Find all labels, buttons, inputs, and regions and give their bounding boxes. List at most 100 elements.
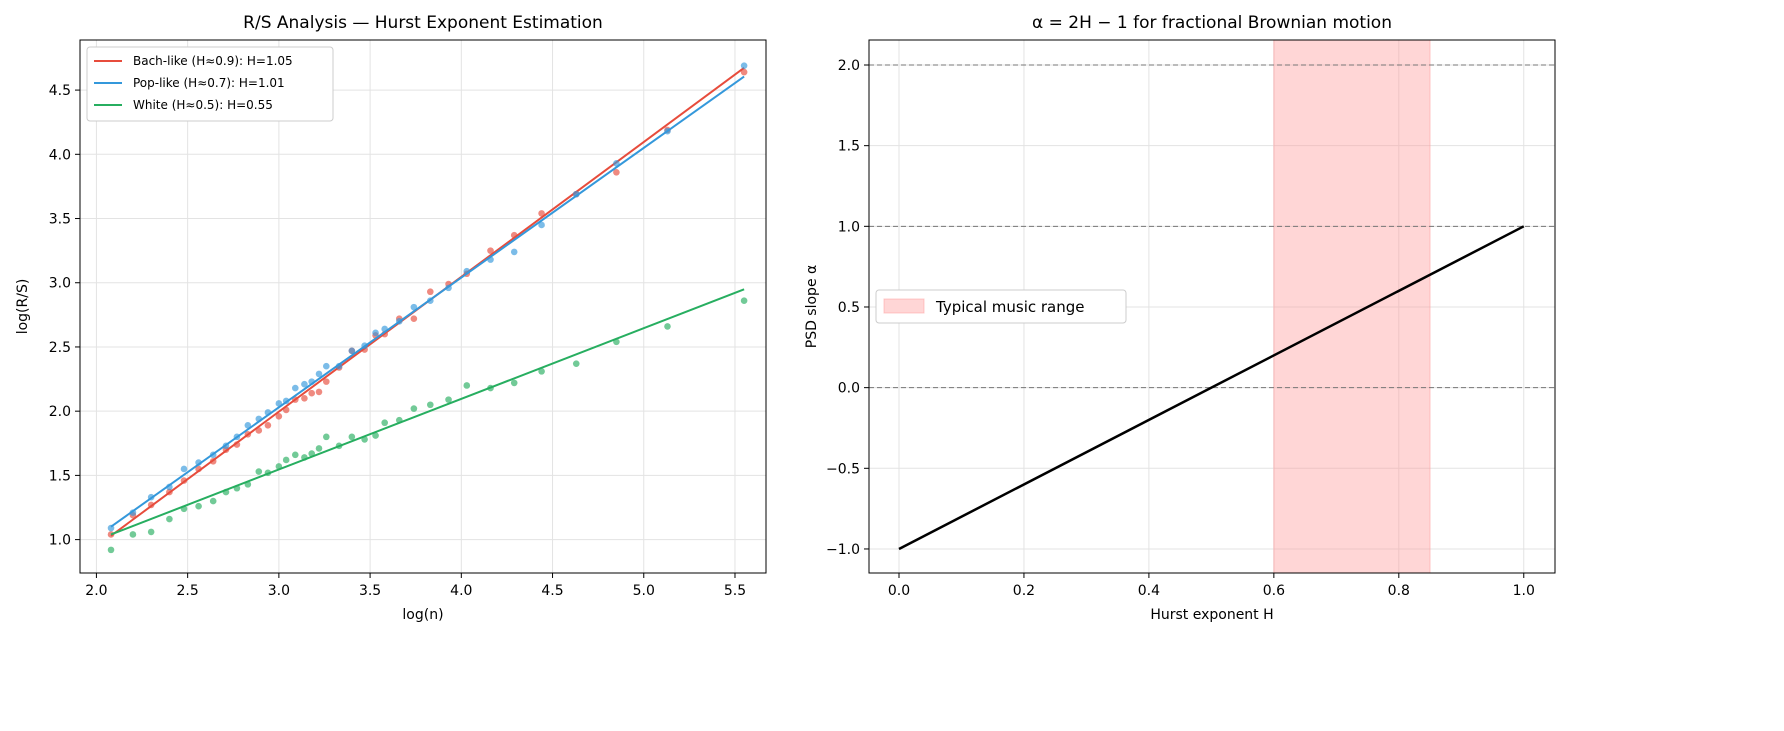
data-point xyxy=(244,430,252,438)
data-point xyxy=(381,325,388,333)
data-point xyxy=(361,342,368,349)
data-point xyxy=(255,427,263,434)
data-point xyxy=(426,401,434,409)
data-point xyxy=(487,256,494,263)
y-axis-label: log(R/S) xyxy=(15,279,31,335)
data-point xyxy=(463,382,471,389)
data-point xyxy=(222,442,230,450)
data-point xyxy=(301,380,308,388)
x-tick-label: 4.0 xyxy=(450,583,472,599)
y-tick-label: 1.0 xyxy=(838,219,860,235)
x-tick-label: 0.8 xyxy=(1388,583,1410,599)
y-tick-label: 3.5 xyxy=(49,212,71,228)
data-point xyxy=(572,360,580,367)
data-point xyxy=(361,436,368,443)
data-point xyxy=(740,62,748,69)
data-point xyxy=(308,378,316,385)
data-point xyxy=(107,524,115,532)
x-tick-label: 0.0 xyxy=(888,583,910,599)
data-point xyxy=(264,469,272,477)
data-point xyxy=(308,389,316,397)
data-point xyxy=(572,190,580,198)
data-point xyxy=(315,388,323,396)
data-point xyxy=(348,433,356,441)
y-axis-label: PSD slope α xyxy=(804,265,820,349)
data-point xyxy=(107,546,115,554)
y-tick-label: 2.0 xyxy=(838,58,860,74)
data-point xyxy=(264,422,272,429)
data-point xyxy=(445,396,452,403)
data-point xyxy=(275,400,283,407)
data-point xyxy=(222,488,230,496)
data-point xyxy=(395,416,403,424)
data-point xyxy=(315,370,323,378)
plot-0: 2.0 2.5 3.0 3.5 4.0 4.5 5.0 5.5 1.0 1.5 2.0 2.5 3.0 3… xyxy=(15,13,767,623)
y-tick-label: 1.5 xyxy=(49,468,71,484)
data-point xyxy=(209,457,217,465)
y-tick-label: 3.0 xyxy=(49,276,71,292)
data-point xyxy=(613,168,620,176)
data-point xyxy=(233,484,241,492)
data-point xyxy=(147,528,155,536)
x-tick-label: 3.0 xyxy=(268,583,290,599)
x-tick-label: 0.4 xyxy=(1138,583,1160,599)
data-point xyxy=(315,445,323,452)
chart-title: α = 2H − 1 for fractional Brownian motio… xyxy=(1032,13,1392,33)
data-point xyxy=(487,247,494,254)
data-point xyxy=(275,463,283,470)
data-point xyxy=(255,415,263,423)
data-point xyxy=(335,442,343,450)
legend-label: Typical music range xyxy=(935,298,1085,316)
legend-label: Pop-like (H≈0.7): H=1.01 xyxy=(133,76,285,90)
data-point xyxy=(740,297,748,305)
x-tick-label: 5.0 xyxy=(633,583,655,599)
y-tick-label: 2.5 xyxy=(49,340,71,356)
data-point xyxy=(166,488,173,496)
data-point xyxy=(195,502,202,510)
chart-title: R/S Analysis — Hurst Exponent Estimation xyxy=(243,13,603,33)
data-point xyxy=(381,419,388,427)
fit-line-2 xyxy=(110,288,745,536)
data-point xyxy=(180,465,188,473)
data-point xyxy=(348,347,356,355)
y-tick-label: 0.5 xyxy=(838,300,860,316)
data-point xyxy=(244,422,252,429)
data-point xyxy=(166,515,173,523)
data-point xyxy=(233,441,241,448)
plot-1: 0.0 0.2 0.4 0.6 0.8 1.0 −1.0 −0.5 0.0 0.5 1.0 1.5 2.… xyxy=(804,13,1556,623)
legend: Bach-like (H≈0.9): H=1.05 Pop-like (H≈0.7… xyxy=(86,46,334,122)
x-tick-label: 0.6 xyxy=(1263,583,1285,599)
data-point xyxy=(291,451,299,459)
data-point xyxy=(282,397,290,405)
data-point xyxy=(244,481,252,488)
data-point xyxy=(301,395,308,402)
data-point xyxy=(308,450,316,457)
alpha-line xyxy=(898,225,1525,551)
data-point xyxy=(291,384,299,392)
data-point xyxy=(510,231,518,239)
data-point xyxy=(426,297,434,305)
data-point xyxy=(147,501,155,509)
data-point xyxy=(410,303,418,311)
y-tick-label: 1.5 xyxy=(838,139,860,155)
x-tick-label: 5.5 xyxy=(724,583,746,599)
axes-frame xyxy=(868,39,1556,574)
data-point xyxy=(372,432,379,439)
y-tick-label: 4.5 xyxy=(49,83,71,99)
x-axis-label: log(n) xyxy=(402,607,443,623)
y-tick-label: 2.0 xyxy=(49,404,71,420)
x-tick-label: 0.2 xyxy=(1013,583,1035,599)
data-point xyxy=(613,338,620,346)
data-point xyxy=(129,531,137,538)
data-point xyxy=(664,127,671,135)
data-point xyxy=(275,413,283,420)
data-point xyxy=(335,362,343,370)
axes-frame xyxy=(79,39,767,574)
y-tick-label: −1.0 xyxy=(826,542,860,558)
data-point xyxy=(613,159,620,167)
x-tick-label: 2.0 xyxy=(85,583,107,599)
data-point xyxy=(538,368,545,375)
data-point xyxy=(395,317,403,325)
data-point xyxy=(180,505,188,513)
data-point xyxy=(166,483,173,491)
